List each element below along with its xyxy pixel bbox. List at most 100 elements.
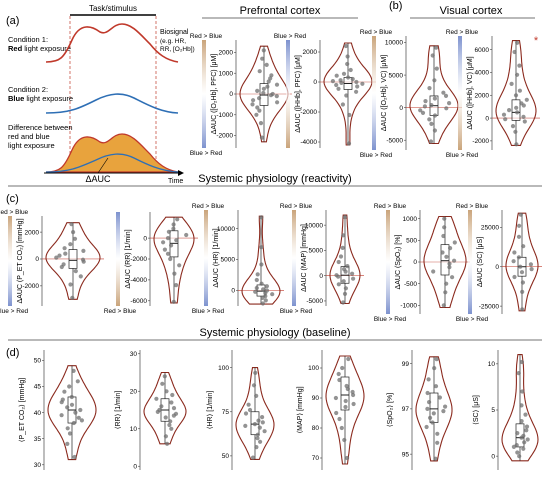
- tick-label: 10: [130, 426, 138, 433]
- data-point: [350, 389, 355, 395]
- data-point: [522, 119, 527, 124]
- band-bottom-label: Red > Blue: [104, 308, 137, 315]
- blue-signal-curve: [45, 93, 179, 114]
- data-point: [341, 300, 346, 305]
- data-point: [75, 379, 80, 384]
- data-point: [512, 250, 517, 255]
- direction-band: [204, 210, 208, 306]
- data-point: [447, 101, 452, 106]
- data-point: [274, 94, 279, 99]
- data-point: [420, 110, 426, 115]
- y-axis-label: ΔAUC (SpO₂) [%]: [395, 235, 402, 290]
- band-bottom-label: Blue > Red: [374, 316, 407, 323]
- data-point: [360, 81, 365, 86]
- panel-label-d: (d): [6, 347, 19, 359]
- data-point: [519, 359, 525, 365]
- data-point: [160, 381, 165, 386]
- data-point: [157, 407, 162, 413]
- tick-label: 4000: [475, 70, 490, 77]
- data-point: [67, 431, 73, 436]
- data-point: [427, 400, 432, 405]
- violin-plot-15: 95 97 99 ⟨SpO₂⟩ [%]: [386, 350, 453, 470]
- data-point: [520, 307, 525, 312]
- tick-label: 97: [402, 406, 410, 413]
- band-top-label: Blue > Red: [274, 33, 307, 40]
- task-label: Task/stimulus: [89, 4, 137, 13]
- band-bottom-label: Blue > Red: [280, 308, 313, 315]
- data-point: [260, 301, 265, 306]
- y-axis-label: ⟨HR⟩ [1/min]: [206, 391, 214, 430]
- data-point: [525, 437, 530, 442]
- tick-label: -4000: [130, 277, 147, 284]
- tick-label: 20: [130, 388, 138, 395]
- data-point: [261, 86, 266, 91]
- tick-label: -2000: [22, 283, 39, 290]
- data-point: [260, 56, 265, 61]
- data-point: [435, 431, 440, 436]
- data-point: [154, 396, 159, 401]
- data-point: [528, 262, 534, 267]
- data-point: [168, 256, 173, 262]
- y-axis-label: ⟨RR⟩ [1/min]: [114, 391, 122, 430]
- data-point: [162, 374, 167, 379]
- data-point: [246, 402, 251, 407]
- data-point: [170, 392, 175, 398]
- data-point: [520, 280, 526, 285]
- data-point: [434, 66, 439, 71]
- data-point: [519, 419, 524, 424]
- data-point: [515, 40, 520, 45]
- data-point: [264, 284, 269, 289]
- tick-label: 30: [34, 462, 42, 469]
- data-point: [515, 72, 520, 77]
- data-point: [340, 102, 345, 107]
- red-signal-curve: [45, 23, 179, 63]
- violin-plot-4: Red > Blue Blue > Red -2000 0 2000 4000 6000ΔA…: [446, 29, 540, 159]
- tick-label: -4000: [300, 139, 317, 146]
- data-point: [424, 424, 429, 430]
- tick-label: 90: [312, 395, 320, 402]
- auc-pointer: [97, 157, 109, 174]
- tick-label: -500: [404, 281, 417, 288]
- data-point: [441, 90, 446, 95]
- data-point: [346, 356, 351, 362]
- tick-label: 6000: [475, 47, 490, 54]
- data-point: [435, 440, 440, 445]
- data-point: [257, 108, 262, 113]
- tick-label: 95: [402, 451, 410, 458]
- difference-label-3: light exposure: [8, 141, 55, 150]
- data-point: [437, 395, 442, 400]
- data-point: [65, 441, 70, 446]
- data-point: [517, 454, 522, 459]
- data-point: [253, 370, 258, 375]
- data-point: [429, 121, 434, 126]
- data-point: [71, 230, 76, 235]
- y-axis-label: ΔAUC ([O₂Hb], VC) [μM]: [381, 55, 388, 131]
- data-point: [517, 63, 522, 68]
- data-point: [72, 236, 78, 241]
- y-axis-label: ΔAUC ([HHb], VC) [μM]: [467, 56, 474, 129]
- data-point: [428, 415, 433, 420]
- data-point: [431, 269, 436, 274]
- violin-plot-9: Red > Blue Blue > Red -1000 -500 0 500 1000 ΔAU…: [374, 203, 470, 323]
- data-point: [336, 282, 341, 287]
- data-point: [255, 436, 260, 441]
- data-point: [516, 371, 521, 376]
- y-axis-label: ΔAUC (P_ET CO₂) [mmHg]: [17, 218, 24, 303]
- data-point: [432, 96, 437, 101]
- data-point: [432, 78, 437, 83]
- condition1-rest: light exposure: [22, 44, 71, 53]
- data-point: [522, 440, 527, 445]
- violin-plot-13: 50 75 100 ⟨HR⟩ [1/min]: [206, 350, 275, 470]
- title-reactivity: Systemic physiology (reactivity): [198, 173, 351, 185]
- data-point: [418, 108, 423, 113]
- tick-label: 5: [491, 407, 495, 414]
- data-point: [443, 290, 448, 295]
- data-point: [258, 121, 264, 126]
- auc-difference-area: [45, 133, 179, 173]
- data-point: [69, 394, 74, 400]
- tick-label: 0: [229, 91, 233, 98]
- data-point: [423, 99, 428, 104]
- violin-plot-11: 30 35 40 45 50 ⟨P_ET CO₂⟩ [mmHg]: [18, 350, 97, 470]
- data-point: [334, 82, 339, 88]
